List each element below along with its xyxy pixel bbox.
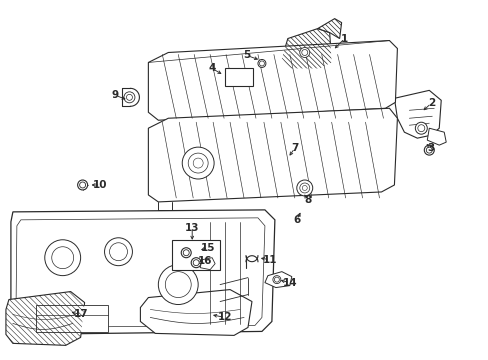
Polygon shape [11,210,274,334]
Text: 4: 4 [208,63,215,73]
Circle shape [417,125,424,132]
Text: 2: 2 [427,98,434,108]
Text: 9: 9 [112,90,119,100]
Circle shape [52,247,74,269]
Circle shape [296,180,312,196]
Text: 11: 11 [262,255,277,265]
Text: 17: 17 [73,310,88,319]
Polygon shape [317,19,341,39]
Text: 7: 7 [290,143,298,153]
Polygon shape [6,292,84,345]
Polygon shape [16,218,264,328]
Circle shape [45,240,81,276]
Text: 5: 5 [243,50,250,60]
Circle shape [299,48,309,58]
Text: 13: 13 [184,223,199,233]
Text: 3: 3 [427,143,434,153]
Circle shape [299,183,309,193]
Circle shape [124,92,135,103]
Circle shape [109,243,127,261]
Circle shape [181,248,191,258]
Circle shape [258,59,265,67]
Circle shape [274,277,279,282]
Circle shape [78,180,87,190]
Circle shape [182,147,214,179]
Circle shape [426,147,431,153]
Circle shape [193,260,199,266]
FancyBboxPatch shape [224,68,252,86]
Polygon shape [264,272,291,288]
Text: 12: 12 [217,312,232,323]
Text: 8: 8 [304,195,311,205]
Polygon shape [148,108,397,202]
Circle shape [272,276,280,284]
Circle shape [104,238,132,266]
Polygon shape [427,128,446,145]
Polygon shape [394,90,440,138]
Circle shape [424,145,433,155]
Text: 16: 16 [198,256,212,266]
Text: 1: 1 [340,33,347,44]
Circle shape [259,61,264,66]
Text: 14: 14 [282,278,297,288]
Circle shape [414,122,427,134]
FancyBboxPatch shape [172,240,220,270]
Text: 15: 15 [201,243,215,253]
FancyBboxPatch shape [36,305,107,332]
Polygon shape [148,41,397,120]
Circle shape [158,265,198,305]
Circle shape [302,185,306,190]
Circle shape [193,158,203,168]
Circle shape [183,250,189,256]
Circle shape [126,94,132,100]
Polygon shape [200,258,215,270]
Circle shape [188,153,208,173]
Circle shape [191,258,201,268]
Circle shape [80,182,85,188]
Text: 6: 6 [293,215,300,225]
Polygon shape [140,289,251,336]
Polygon shape [281,28,331,68]
Text: 10: 10 [93,180,107,190]
Circle shape [165,272,191,298]
Circle shape [301,50,307,55]
